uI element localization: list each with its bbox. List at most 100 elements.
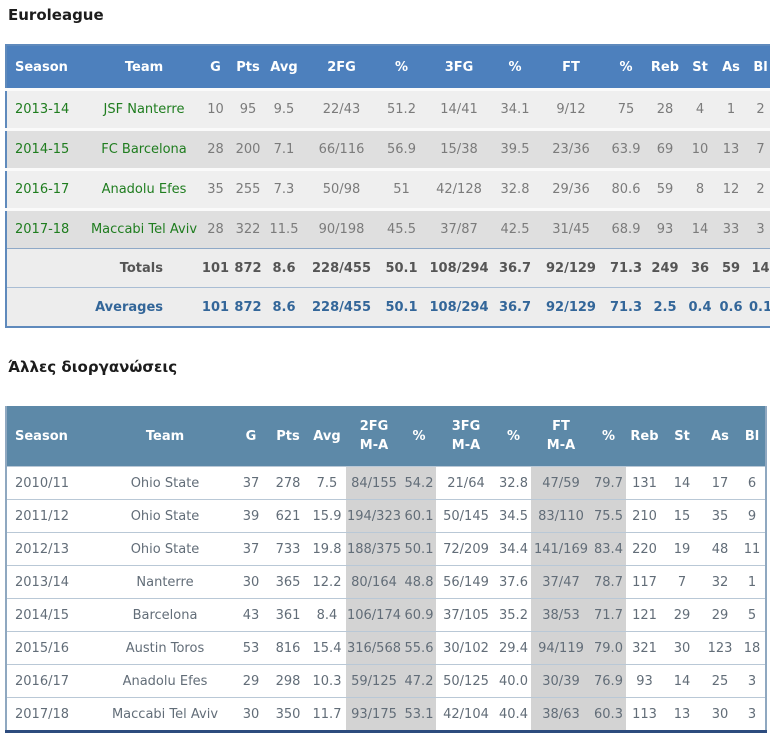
season-cell[interactable]: 2014-15 <box>6 128 89 170</box>
stat-cell: 141/169 <box>531 532 591 566</box>
section-title-euroleague: Euroleague <box>8 6 104 24</box>
stat-cell: 1 <box>716 88 746 130</box>
stat-cell: 32.8 <box>494 168 536 210</box>
stat-cell: 18 <box>739 631 766 665</box>
stat-cell: 40.4 <box>496 697 531 732</box>
stat-cell: 23/36 <box>536 128 606 170</box>
stat-cell: 66/116 <box>304 128 379 170</box>
col-header-avg: Avg <box>264 45 304 90</box>
season-cell[interactable]: 2016-17 <box>6 168 89 210</box>
stat-cell: 8.6 <box>264 248 304 288</box>
season-cell: 2014/15 <box>6 598 96 632</box>
table-row: 2012/13 Ohio State 37 733 19.8 188/375 50.1 72/… <box>6 532 766 566</box>
stat-cell: 95 <box>232 88 264 130</box>
stat-cell: 47.2 <box>402 664 436 698</box>
stat-cell: 32 <box>701 565 739 599</box>
team-cell: Austin Toros <box>96 631 234 665</box>
col-header-pts: Pts <box>232 45 264 90</box>
col-header-st: St <box>684 45 716 90</box>
stat-cell: 90/198 <box>304 208 379 249</box>
stat-cell: 4 <box>684 88 716 130</box>
stat-cell: 36 <box>684 248 716 288</box>
team-cell[interactable]: Maccabi Tel Aviv <box>89 208 199 249</box>
stat-cell: 108/294 <box>424 287 494 327</box>
stat-cell: 59/125 <box>346 664 402 698</box>
stat-cell: 94/119 <box>531 631 591 665</box>
stat-cell: 365 <box>268 565 308 599</box>
totals-label: Totals <box>6 248 199 288</box>
stat-cell: 361 <box>268 598 308 632</box>
stat-cell: 50.1 <box>379 248 424 288</box>
stat-cell: 0.4 <box>684 287 716 327</box>
stat-cell: 92/129 <box>536 248 606 288</box>
team-cell[interactable]: FC Barcelona <box>89 128 199 170</box>
col-header-team: Team <box>89 45 199 90</box>
col-header-reb: Reb <box>646 45 684 90</box>
stat-cell: 872 <box>232 287 264 327</box>
stat-cell: 30 <box>701 697 739 732</box>
stat-cell: 79.7 <box>591 466 626 500</box>
team-cell[interactable]: Anadolu Efes <box>89 168 199 210</box>
stat-cell: 34.1 <box>494 88 536 130</box>
stat-cell: 71.7 <box>591 598 626 632</box>
table-row: 2013/14 Nanterre 30 365 12.2 80/164 48.8 56/149… <box>6 565 766 599</box>
col-header-ft-m-a: FT M-A <box>531 406 591 467</box>
stat-cell: 14 <box>663 664 701 698</box>
season-cell: 2012/13 <box>6 532 96 566</box>
season-cell[interactable]: 2017-18 <box>6 208 89 249</box>
stat-cell: 278 <box>268 466 308 500</box>
stat-cell: 63.9 <box>606 128 646 170</box>
col-header-: % <box>496 406 531 467</box>
stat-cell: 59 <box>646 168 684 210</box>
stat-cell: 25 <box>701 664 739 698</box>
stat-cell: 106/174 <box>346 598 402 632</box>
table-row: 2014-15 FC Barcelona 28 200 7.1 66/116 56.9 15/… <box>6 128 770 170</box>
stat-cell: 15.9 <box>308 499 346 533</box>
stat-cell: 101 <box>199 287 232 327</box>
stat-cell: 51.2 <box>379 88 424 130</box>
stat-cell: 7 <box>663 565 701 599</box>
stat-cell: 9 <box>739 499 766 533</box>
col-header-: % <box>591 406 626 467</box>
stat-cell: 56/149 <box>436 565 496 599</box>
stat-cell: 11.7 <box>308 697 346 732</box>
col-header-3fg-m-a: 3FG M-A <box>436 406 496 467</box>
stat-cell: 101 <box>199 248 232 288</box>
stat-cell: 30 <box>234 565 268 599</box>
stat-cell: 48.8 <box>402 565 436 599</box>
stat-cell: 9.5 <box>264 88 304 130</box>
stat-cell: 83.4 <box>591 532 626 566</box>
stat-cell: 42.5 <box>494 208 536 249</box>
stat-cell: 28 <box>199 208 232 249</box>
stat-cell: 75 <box>606 88 646 130</box>
col-header-: % <box>606 45 646 90</box>
stat-cell: 8 <box>684 168 716 210</box>
stat-cell: 80.6 <box>606 168 646 210</box>
stat-cell: 7 <box>746 128 770 170</box>
stat-cell: 54.2 <box>402 466 436 500</box>
stat-cell: 51 <box>379 168 424 210</box>
stat-cell: 200 <box>232 128 264 170</box>
stat-cell: 43 <box>234 598 268 632</box>
stat-cell: 14 <box>684 208 716 249</box>
stat-cell: 131 <box>626 466 663 500</box>
stat-cell: 48 <box>701 532 739 566</box>
col-header-: % <box>379 45 424 90</box>
stat-cell: 8.4 <box>308 598 346 632</box>
col-header-: % <box>494 45 536 90</box>
stat-cell: 39.5 <box>494 128 536 170</box>
stat-cell: 50/125 <box>436 664 496 698</box>
stat-cell: 9/12 <box>536 88 606 130</box>
season-cell[interactable]: 2013-14 <box>6 88 89 130</box>
stat-cell: 38/53 <box>531 598 591 632</box>
stat-cell: 228/455 <box>304 248 379 288</box>
stat-cell: 50.1 <box>402 532 436 566</box>
stat-cell: 50/98 <box>304 168 379 210</box>
stat-cell: 14 <box>663 466 701 500</box>
team-cell[interactable]: JSF Nanterre <box>89 88 199 130</box>
stat-cell: 93/175 <box>346 697 402 732</box>
stat-cell: 38/63 <box>531 697 591 732</box>
stat-cell: 53.1 <box>402 697 436 732</box>
stat-cell: 69 <box>646 128 684 170</box>
